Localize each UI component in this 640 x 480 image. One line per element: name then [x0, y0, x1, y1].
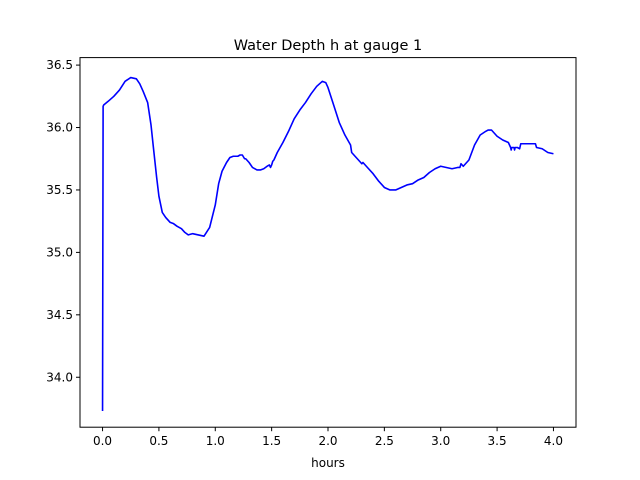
plot-area	[101, 76, 554, 411]
x-tick-label: 0.0	[93, 434, 112, 448]
x-tick-label: 1.0	[206, 434, 225, 448]
y-tick-label: 36.0	[46, 121, 73, 135]
x-tick-label: 2.5	[375, 434, 394, 448]
y-tick-label: 34.5	[46, 308, 73, 322]
x-tick-label: 2.0	[318, 434, 337, 448]
x-tick-label: 3.5	[488, 434, 507, 448]
y-tick-label: 34.0	[46, 370, 73, 384]
y-tick-label: 36.5	[46, 58, 73, 72]
axes-frame	[79, 57, 577, 428]
y-tick-label: 35.0	[46, 245, 73, 259]
x-tick-label: 3.0	[431, 434, 450, 448]
x-tick-label: 4.0	[544, 434, 563, 448]
x-axis-label: hours	[311, 456, 345, 470]
x-tick-label: 1.5	[262, 434, 281, 448]
y-axis: 34.0 34.5 35.0 35.5 36.0 36.5	[46, 58, 80, 384]
x-tick-label: 0.5	[149, 434, 168, 448]
x-axis: 0.0 0.5 1.0 1.5 2.0 2.5 3.0 3.5 4.0	[93, 427, 563, 448]
series-line	[101, 76, 554, 411]
y-tick-label: 35.5	[46, 183, 73, 197]
chart-title: Water Depth h at gauge 1	[234, 38, 422, 54]
